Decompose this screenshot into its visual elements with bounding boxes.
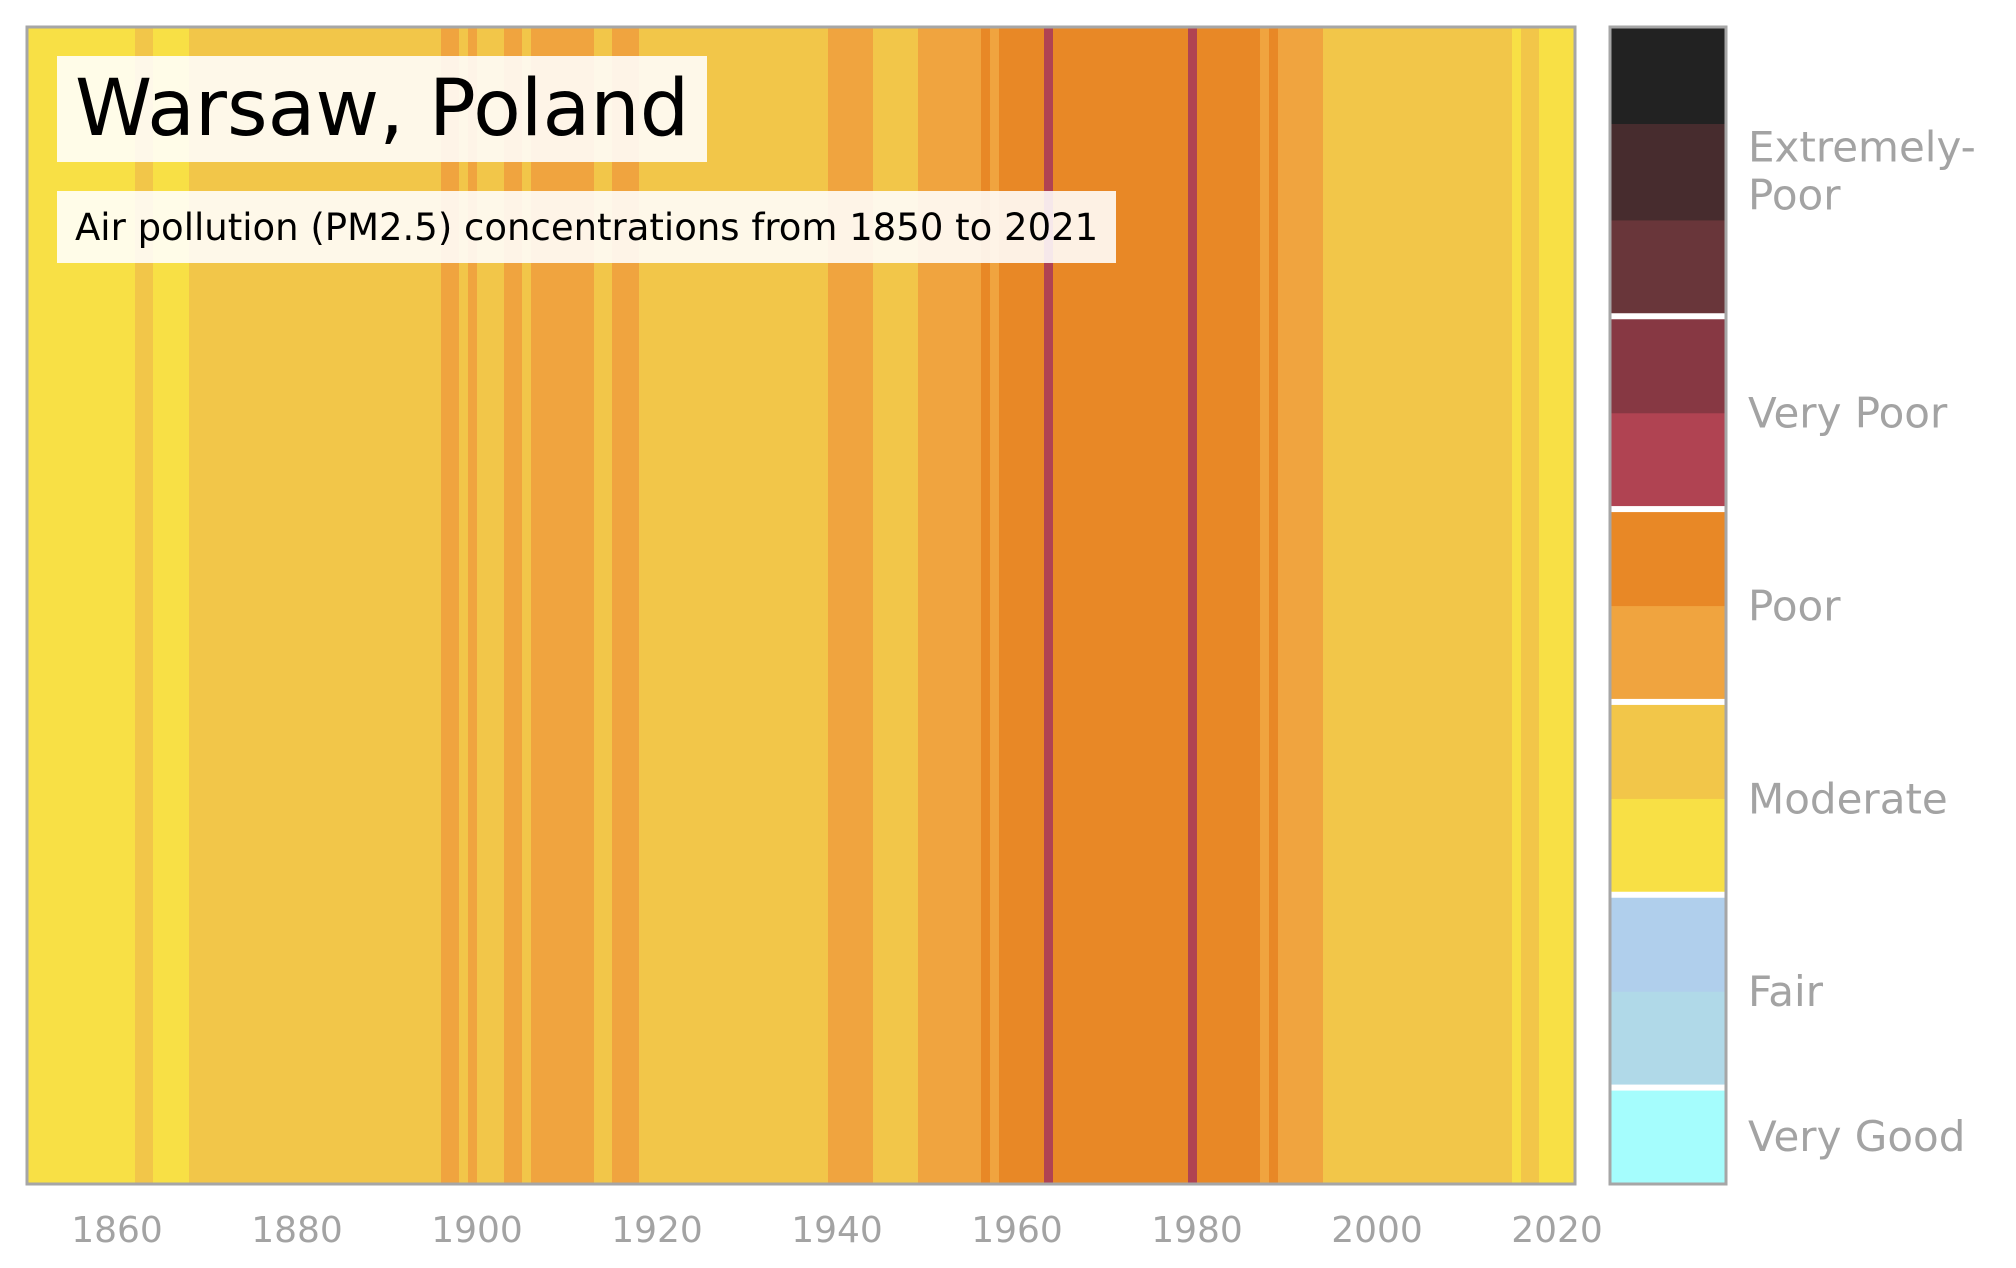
stripe-1979 — [1188, 27, 1198, 1184]
legend-label-very-good: Very Good — [1748, 1112, 1965, 1161]
colorbar-segment-fair-1 — [1610, 991, 1726, 1089]
x-tick-label-1860: 1860 — [71, 1210, 163, 1251]
x-tick-label-1900: 1900 — [431, 1210, 523, 1251]
stripe-1862 — [135, 27, 154, 1184]
colorbar-segment-poor-2 — [1610, 509, 1726, 607]
colorbar-separator — [1610, 698, 1726, 705]
colorbar-segment-moderate-2 — [1610, 701, 1726, 799]
legend-label-extremely-poor: Extremely-Poor — [1748, 123, 1976, 220]
colorbar-separator — [1610, 313, 1726, 320]
plot-frame — [25, 25, 1577, 1186]
colorbar-separator — [1610, 1084, 1726, 1091]
colorbar-segment-moderate-1 — [1610, 798, 1726, 896]
legend-colorbar-frame — [1608, 25, 1728, 1186]
chart-subtitle: Air pollution (PM2.5) concentrations fro… — [75, 205, 1099, 249]
legend-label-poor: Poor — [1748, 582, 1841, 631]
stripe-1905 — [522, 27, 532, 1184]
x-tick-label-1880: 1880 — [251, 1210, 343, 1251]
legend-label-fair: Fair — [1748, 967, 1824, 1016]
stripe-1980 — [1197, 27, 1261, 1184]
colorbar-segment-very-good — [1610, 1087, 1726, 1185]
x-tick-label-2000: 2000 — [1331, 1210, 1423, 1251]
colorbar-segment-very-poor-2 — [1610, 316, 1726, 414]
x-tick-label-1940: 1940 — [791, 1210, 883, 1251]
colorbar-separator — [1610, 891, 1726, 898]
stripe-1896 — [441, 27, 460, 1184]
stripe-2018 — [1539, 27, 1576, 1184]
stripe-1956 — [981, 27, 991, 1184]
stripe-1957 — [990, 27, 1000, 1184]
subtitle-box: Air pollution (PM2.5) concentrations fro… — [57, 191, 1117, 263]
stripe-1899 — [468, 27, 478, 1184]
x-tick-label-1960: 1960 — [971, 1210, 1063, 1251]
colorbar-segment-poor-1 — [1610, 605, 1726, 703]
stripe-2016 — [1521, 27, 1540, 1184]
colorbar-segment-extremely-poor-2 — [1610, 123, 1726, 221]
stripe-1903 — [504, 27, 523, 1184]
stripe-2015 — [1512, 27, 1522, 1184]
stripe-1994 — [1323, 27, 1513, 1184]
legend-colorbar — [1610, 27, 1726, 1185]
x-axis-ticks: 1860 1880 1900 1920 1940 1960 1980 2000 2020 — [71, 1210, 1603, 1251]
stripe-1988 — [1269, 27, 1279, 1184]
title-box: Warsaw, Poland — [57, 56, 708, 162]
colorbar-segment-extremely-poor-1 — [1610, 219, 1726, 317]
stripe-1898 — [459, 27, 469, 1184]
x-tick-label-1980: 1980 — [1151, 1210, 1243, 1251]
stripe-1913 — [594, 27, 613, 1184]
stripe-1987 — [1260, 27, 1270, 1184]
legend-labels: Very Good Fair Moderate Poor Very Poor Extrem… — [1748, 123, 1976, 1161]
x-tick-label-2020: 2020 — [1511, 1210, 1603, 1251]
chart-title: Warsaw, Poland — [75, 64, 690, 154]
legend-label-moderate: Moderate — [1748, 774, 1948, 823]
colorbar-separator — [1610, 506, 1726, 513]
colorbar-segment-fair-2 — [1610, 894, 1726, 992]
colorbar-segment-very-poor-1 — [1610, 412, 1726, 510]
legend-label-very-poor: Very Poor — [1748, 389, 1948, 438]
stripe-1989 — [1278, 27, 1324, 1184]
colorbar-segment-extremely-poor-3 — [1610, 27, 1726, 125]
stripe-1963 — [1044, 27, 1054, 1184]
x-tick-label-1920: 1920 — [611, 1210, 703, 1251]
